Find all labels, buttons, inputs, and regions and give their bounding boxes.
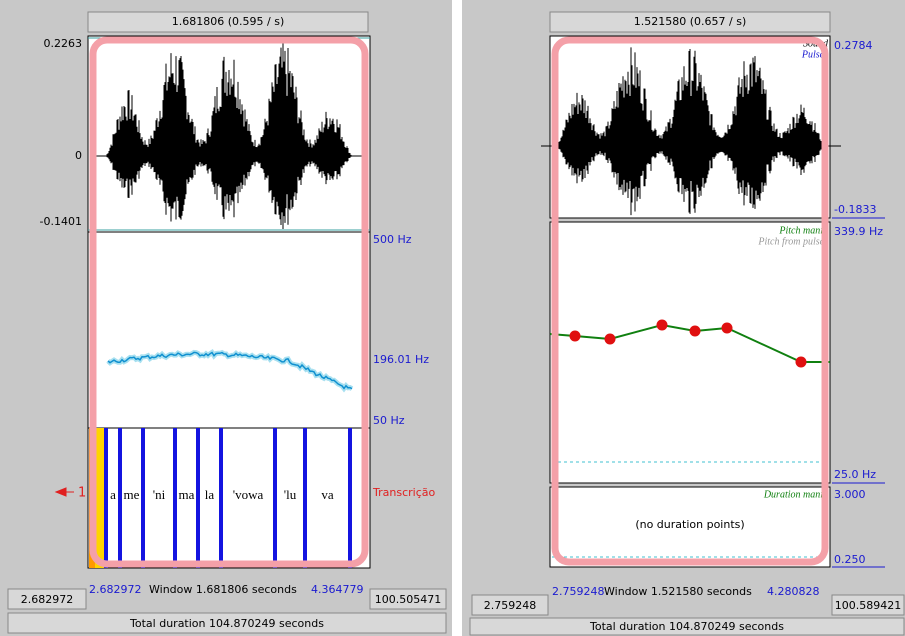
window-start: 2.759248 bbox=[552, 585, 605, 598]
pitch-area bbox=[87, 231, 371, 429]
duration-area bbox=[549, 486, 831, 568]
pitch-point[interactable] bbox=[604, 333, 616, 345]
waveform bbox=[106, 41, 352, 230]
duration-max: 3.000 bbox=[834, 488, 866, 501]
total-duration: Total duration 104.870249 seconds bbox=[129, 617, 324, 630]
pitch-min: 25.0 Hz bbox=[834, 468, 876, 481]
start-box[interactable] bbox=[7, 588, 87, 610]
tier-number: 1 bbox=[78, 486, 86, 501]
pitch-point[interactable] bbox=[689, 325, 701, 337]
header-bar[interactable] bbox=[87, 11, 369, 33]
start-time: 2.759248 bbox=[484, 599, 537, 612]
window-length: Window 1.681806 seconds bbox=[149, 583, 297, 596]
frame bbox=[551, 36, 829, 566]
pitch-max: 339.9 Hz bbox=[834, 225, 883, 238]
tier-area bbox=[87, 427, 371, 569]
pitch-contour bbox=[107, 351, 353, 390]
end-box[interactable] bbox=[369, 588, 447, 610]
end-box[interactable] bbox=[831, 594, 905, 616]
start-time: 2.682972 bbox=[21, 593, 74, 606]
start-box[interactable] bbox=[471, 594, 549, 616]
pitch-mid: 196.01 Hz bbox=[373, 353, 429, 366]
window-start: 2.682972 bbox=[89, 583, 142, 596]
total-bar[interactable] bbox=[7, 612, 447, 634]
total-bar[interactable] bbox=[469, 617, 905, 636]
total-duration: Total duration 104.870249 seconds bbox=[589, 620, 784, 633]
window-end: 4.280828 bbox=[767, 585, 820, 598]
pitch-max: 500 Hz bbox=[373, 233, 412, 246]
window-end: 4.364779 bbox=[311, 583, 364, 596]
pitch-min: 50 Hz bbox=[373, 414, 405, 427]
end-time: 100.589421 bbox=[835, 599, 901, 612]
interval-label: a bbox=[110, 487, 116, 502]
frame bbox=[89, 36, 369, 568]
duration-min: 0.250 bbox=[834, 553, 866, 566]
interval-label: 'ni bbox=[153, 487, 166, 502]
pitch-manip-legend: Pitch manip bbox=[778, 225, 828, 236]
header-bar[interactable] bbox=[549, 11, 831, 33]
sound-max: 0.2263 bbox=[44, 37, 83, 50]
interval-label: 'lu bbox=[284, 487, 297, 502]
interval-label: ma bbox=[179, 487, 195, 502]
interval-label: 'vowa bbox=[233, 487, 264, 502]
window-length: Window 1.521580 seconds bbox=[604, 585, 752, 598]
sound-max: 0.2784 bbox=[834, 39, 873, 52]
time-header: 1.521580 (0.657 / s) bbox=[634, 15, 747, 28]
tier-arrow bbox=[54, 487, 74, 497]
pitch-pulses-legend: Pitch from pulses bbox=[757, 236, 828, 247]
interval-label: me bbox=[124, 487, 140, 502]
pitch-manip-line bbox=[549, 323, 830, 363]
pitch-point[interactable] bbox=[656, 319, 668, 331]
pulses-legend: Pulses bbox=[801, 49, 828, 60]
tier-name: Transcrição bbox=[372, 486, 435, 499]
interval-label: va bbox=[321, 487, 334, 502]
duration-note: (no duration points) bbox=[635, 518, 744, 531]
pitch-point[interactable] bbox=[721, 322, 733, 334]
interval-label: la bbox=[205, 487, 215, 502]
waveform bbox=[556, 47, 826, 216]
pitch-point[interactable] bbox=[795, 356, 807, 368]
pitch-point[interactable] bbox=[569, 330, 581, 342]
duration-legend: Duration manip bbox=[763, 489, 828, 500]
end-time: 100.505471 bbox=[375, 593, 441, 606]
sound-min: -0.1401 bbox=[40, 215, 82, 228]
sound-min: -0.1833 bbox=[834, 203, 876, 216]
time-header: 1.681806 (0.595 / s) bbox=[172, 15, 285, 28]
pitch-area bbox=[549, 221, 831, 484]
sound-zero: 0 bbox=[75, 149, 82, 162]
